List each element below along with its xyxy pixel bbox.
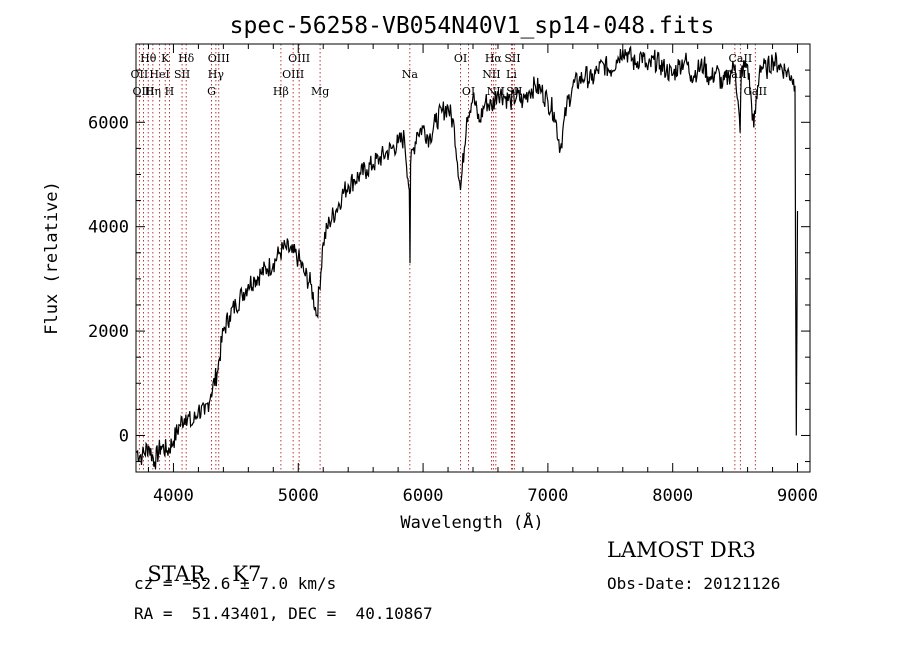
y-tick-label: 0 (119, 426, 129, 446)
line-marker-label: OIII (208, 52, 230, 65)
chart-title: spec-56258-VB054N40V1_sp14-048.fits (230, 13, 715, 39)
line-marker-label: OIII (132, 85, 154, 98)
x-axis: 4000 5000 6000 7000 8000 9000 (147, 44, 818, 506)
line-markers (138, 44, 756, 472)
line-marker-label: Hθ (140, 52, 157, 65)
line-marker-label: OIII (288, 52, 310, 65)
line-marker-label: H (165, 85, 175, 98)
cz-label: cz = −52.6 ± 7.0 km/s (134, 574, 337, 593)
x-tick-label: 7000 (527, 486, 568, 506)
line-marker-label: CaII (729, 52, 753, 65)
line-marker-label: SII (174, 68, 190, 81)
flux-series-line (135, 45, 799, 470)
obs-date-label: Obs-Date: 20121126 (607, 574, 781, 593)
y-axis: 0 2000 4000 6000 (88, 43, 810, 463)
y-tick-label: 6000 (88, 113, 129, 133)
line-marker-label: OI (454, 52, 467, 65)
y-tick-label: 4000 (88, 218, 129, 238)
x-tick-label: 8000 (652, 486, 693, 506)
line-marker-label: Li (506, 68, 517, 81)
subclass-label: K7 (232, 562, 262, 586)
coords-label: RA = 51.43401, DEC = 40.10867 (134, 604, 433, 623)
line-marker-label: Hη (145, 85, 161, 98)
line-marker-label: G (207, 85, 216, 98)
x-axis-label: Wavelength (Å) (400, 511, 543, 533)
object-class: STAR K7 (134, 538, 261, 586)
line-marker-label: NII (482, 68, 500, 81)
line-marker-label: HeI (149, 68, 169, 81)
line-marker-label: Na (402, 68, 419, 81)
x-tick-label: 6000 (403, 486, 444, 506)
line-marker-label: Hα (485, 52, 503, 65)
x-tick-label: 9000 (777, 486, 818, 506)
y-tick-label: 2000 (88, 322, 129, 342)
class-label: STAR (147, 562, 206, 586)
line-marker-labels: Hθ OII OIII HeI Hη K SII H Hδ OIII Hγ G Hβ OIII OIII Mg… (131, 52, 768, 98)
line-marker-label: Hγ (208, 68, 225, 81)
line-marker-label: OI (462, 85, 475, 98)
line-marker-label: Mg (311, 85, 329, 98)
line-marker-label: K (161, 52, 170, 65)
x-tick-label: 4000 (153, 486, 194, 506)
line-marker-label: Hδ (178, 52, 195, 65)
line-marker-label: Hβ (273, 85, 289, 98)
line-marker-label: SII (504, 52, 520, 65)
y-axis-label: Flux (relative) (42, 181, 62, 335)
line-marker-label: CaII (743, 85, 767, 98)
survey-label: LAMOST DR3 (607, 538, 756, 562)
line-marker-label: OII (131, 68, 149, 81)
line-marker-label: OIII (282, 68, 304, 81)
x-tick-label: 5000 (278, 486, 319, 506)
plot-frame (135, 43, 811, 473)
